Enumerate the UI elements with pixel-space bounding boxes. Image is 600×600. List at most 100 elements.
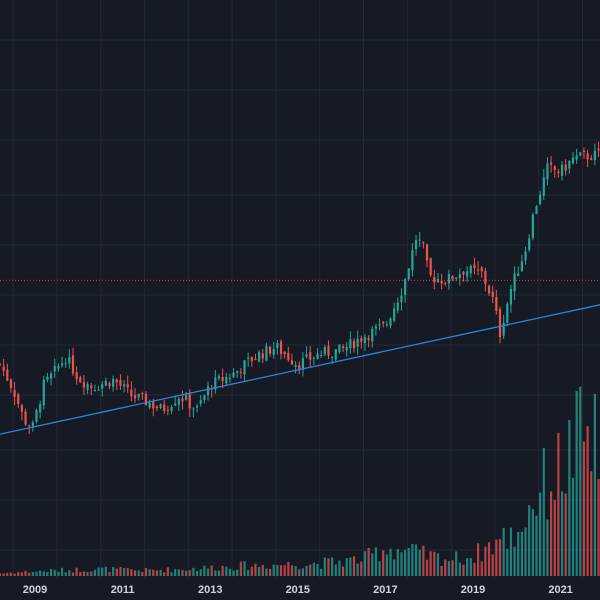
volume-bar xyxy=(108,572,111,576)
candle-body xyxy=(378,324,381,326)
volume-bar xyxy=(422,545,425,576)
volume-bar xyxy=(239,561,242,576)
volume-bar xyxy=(393,559,396,576)
volume-bar xyxy=(444,559,447,576)
candle-body xyxy=(290,360,294,365)
candle-body xyxy=(352,341,356,349)
price-candles xyxy=(0,141,600,435)
volume-bar xyxy=(349,557,352,576)
volume-bar xyxy=(28,572,31,576)
candle-body xyxy=(258,352,261,362)
volume-bar xyxy=(57,571,60,576)
candle-body xyxy=(35,410,38,422)
volume-bar xyxy=(524,527,527,576)
volume-bar xyxy=(82,571,86,576)
candle-body xyxy=(385,324,388,326)
volume-bar xyxy=(163,572,166,576)
volume-bar xyxy=(433,551,436,576)
candle-body xyxy=(466,271,469,277)
candle-body xyxy=(568,160,571,169)
volume-bar xyxy=(363,551,367,576)
candle-body xyxy=(68,357,71,364)
volume-bar xyxy=(261,564,264,576)
candle-body xyxy=(268,346,272,354)
candle-body xyxy=(535,206,538,215)
volume-bar xyxy=(42,571,45,576)
volume-bar xyxy=(506,548,509,576)
candle-body xyxy=(458,274,461,278)
candle-body xyxy=(575,155,578,160)
candle-body xyxy=(429,258,432,276)
candle-body xyxy=(400,295,403,303)
candle-body xyxy=(221,377,224,382)
volume-bar xyxy=(283,565,286,576)
volume-bar xyxy=(466,558,469,576)
volume-bar xyxy=(247,570,250,576)
volume-bar xyxy=(141,571,144,576)
candle-body xyxy=(57,366,60,369)
candle-body xyxy=(133,395,137,399)
candle-body xyxy=(53,366,56,372)
volume-bar xyxy=(228,568,232,576)
candle-body xyxy=(509,288,513,305)
volume-bar xyxy=(590,471,593,576)
volume-bar xyxy=(112,566,115,576)
volume-bar xyxy=(64,572,67,576)
volume-bar xyxy=(382,550,385,576)
volume-bar xyxy=(60,567,64,576)
candle-body xyxy=(316,353,319,359)
candle-body xyxy=(279,341,283,354)
candle-body xyxy=(312,357,315,359)
x-axis: 2009 2011 2013 2015 2017 2019 2021 xyxy=(23,584,573,596)
candle-body xyxy=(528,238,531,251)
volume-bar xyxy=(272,564,275,576)
candle-body xyxy=(327,345,330,356)
volume-bar xyxy=(331,557,334,576)
candle-body xyxy=(122,384,126,387)
candle-body xyxy=(520,261,523,272)
candle-body xyxy=(331,356,334,358)
candle-body xyxy=(137,393,140,398)
volume-bar xyxy=(181,569,184,576)
volume-bar xyxy=(553,499,556,576)
volume-bar xyxy=(290,565,294,576)
volume-bar xyxy=(144,567,148,576)
volume-bar xyxy=(159,569,162,576)
volume-bar xyxy=(597,479,600,576)
candle-body xyxy=(345,347,348,351)
volume-bar xyxy=(455,551,458,576)
candle-body xyxy=(513,273,516,292)
candle-body xyxy=(444,282,447,284)
candle-body xyxy=(557,171,560,174)
candle-body xyxy=(389,318,392,326)
candle-body xyxy=(425,244,429,261)
volume-bar xyxy=(356,563,359,576)
candle-body xyxy=(298,365,301,370)
volume-bar xyxy=(225,566,228,576)
candle-body xyxy=(484,270,487,284)
candle-body xyxy=(309,352,312,360)
candle-body xyxy=(294,365,297,368)
candle-body xyxy=(217,376,221,379)
candle-body xyxy=(144,393,148,406)
volume-bar xyxy=(17,572,20,576)
volume-bar xyxy=(586,426,589,576)
volume-bar xyxy=(535,515,538,576)
candle-body xyxy=(39,404,42,413)
candle-body xyxy=(64,363,67,365)
volume-bar xyxy=(192,567,195,576)
volume-bar xyxy=(39,570,42,576)
candle-body xyxy=(28,425,31,427)
candle-body xyxy=(524,251,527,261)
candle-body xyxy=(374,326,378,329)
volume-bar xyxy=(265,568,268,576)
trendline[interactable] xyxy=(0,304,600,435)
volume-bar xyxy=(498,539,502,576)
volume-bar xyxy=(301,568,305,576)
candle-body xyxy=(334,349,337,360)
volume-bar xyxy=(101,567,104,576)
volume-bar xyxy=(341,566,345,576)
candle-body xyxy=(287,352,290,361)
volume-bar xyxy=(509,527,513,576)
